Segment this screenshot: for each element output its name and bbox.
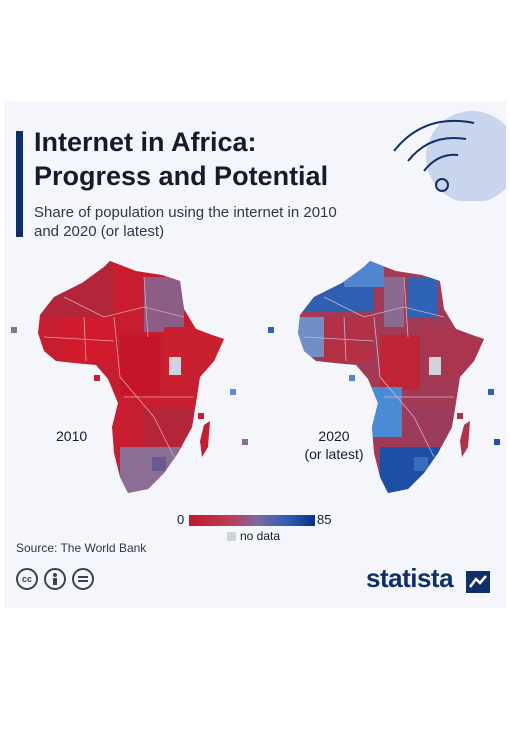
island-marker-9 bbox=[488, 389, 494, 395]
island-marker-7 bbox=[349, 375, 355, 381]
infographic-card: Internet in Africa: Progress and Potenti… bbox=[4, 101, 506, 608]
island-marker-8 bbox=[457, 413, 463, 419]
no-data-swatch bbox=[227, 532, 236, 541]
map-label-2010: 2010 bbox=[56, 428, 88, 444]
legend-min: 0 bbox=[177, 512, 185, 527]
title-line-1: Internet in Africa: bbox=[34, 127, 257, 157]
statista-mark-icon bbox=[466, 571, 490, 593]
island-marker-2 bbox=[94, 375, 100, 381]
island-marker-6 bbox=[268, 327, 274, 333]
legend-color-scale bbox=[189, 515, 315, 526]
title-line-2: Progress and Potential bbox=[34, 161, 329, 191]
africa-map-2010 bbox=[38, 261, 224, 493]
page-title: Internet in Africa: Progress and Potenti… bbox=[34, 125, 328, 193]
title-accent-bar bbox=[16, 131, 23, 237]
subtitle: Share of population using the internet i… bbox=[34, 204, 337, 240]
island-marker-5 bbox=[242, 439, 248, 445]
wifi-signal-icon bbox=[393, 111, 506, 201]
island-marker-3 bbox=[198, 413, 204, 419]
map-label-2020: 2020 (or latest) bbox=[294, 427, 374, 463]
brand-logo[interactable]: statista bbox=[366, 563, 454, 593]
nd-equals-icon[interactable] bbox=[72, 568, 94, 590]
source-note: Source: The World Bank bbox=[16, 541, 147, 555]
island-marker-1 bbox=[11, 327, 17, 333]
island-marker-4 bbox=[230, 389, 236, 395]
island-marker-10 bbox=[494, 439, 500, 445]
africa-map-2020 bbox=[298, 261, 484, 493]
map-label-2020-year: 2020 bbox=[318, 428, 350, 444]
by-person-icon[interactable] bbox=[44, 568, 66, 590]
legend-no-data: no data bbox=[240, 529, 281, 543]
map-label-2020-note: (or latest) bbox=[304, 446, 364, 462]
cc-icon[interactable]: cc bbox=[16, 568, 38, 590]
legend-max: 85 bbox=[317, 512, 332, 527]
